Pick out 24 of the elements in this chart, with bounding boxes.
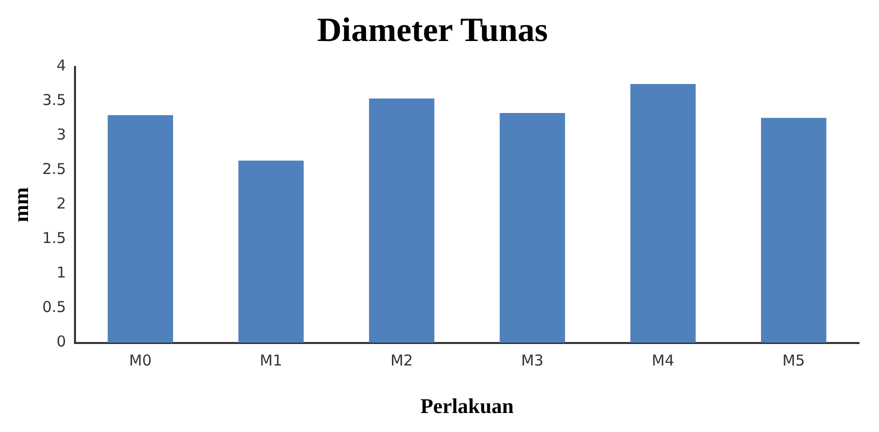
x-tick-label: M0 (129, 352, 152, 370)
bar (500, 113, 566, 343)
bar (761, 118, 826, 343)
x-tick-label: M4 (652, 352, 674, 370)
y-tick-label: 0.5 (42, 298, 66, 316)
y-axis-title: mm (9, 186, 34, 222)
bar (238, 160, 304, 343)
bar (630, 84, 696, 343)
y-tick-label: 4 (56, 56, 66, 75)
y-tick-label: 3 (56, 126, 66, 144)
y-tick-label: 1.5 (42, 229, 66, 248)
x-tick-label: M2 (390, 352, 413, 370)
bar (108, 115, 174, 343)
x-tick-label: M5 (782, 352, 805, 370)
x-axis-title: Perlakuan (420, 394, 514, 418)
x-tick-label: M1 (260, 352, 282, 370)
y-tick-label: 2.5 (42, 160, 66, 178)
y-tick-label: 2 (56, 194, 66, 213)
bar (369, 98, 434, 343)
x-tick-label: M3 (521, 352, 544, 370)
y-tick-label: 0 (56, 332, 66, 351)
chart-title: Diameter Tunas (317, 12, 548, 50)
y-tick-label: 3.5 (42, 91, 66, 110)
y-tick-label: 1 (56, 264, 66, 282)
